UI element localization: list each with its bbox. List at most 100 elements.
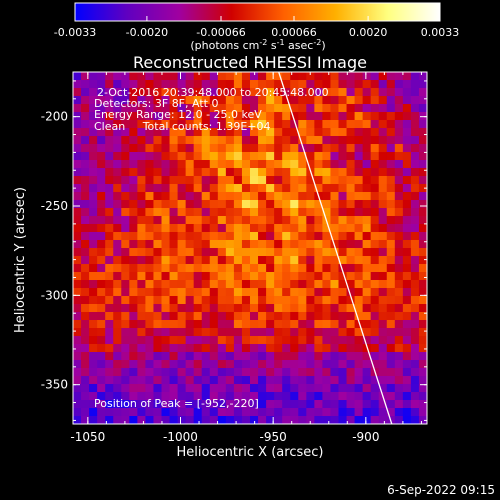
heatmap-cell — [282, 80, 291, 89]
heatmap-cell — [330, 144, 340, 153]
heatmap-cell — [354, 152, 364, 161]
heatmap-cell — [282, 224, 291, 233]
heatmap-cell — [225, 256, 235, 265]
heatmap-cell — [362, 408, 372, 417]
heatmap-cell — [169, 352, 179, 361]
heatmap-cell — [418, 240, 427, 249]
heatmap-cell — [201, 232, 211, 241]
heatmap-cell — [241, 392, 251, 401]
heatmap-cell — [386, 344, 396, 353]
heatmap-cell — [330, 408, 340, 417]
heatmap-cell — [193, 192, 203, 201]
heatmap-cell — [290, 120, 299, 129]
heatmap-cell — [258, 112, 267, 121]
heatmap-cell — [402, 88, 412, 97]
heatmap-cell — [410, 240, 420, 249]
heatmap-cell — [378, 248, 388, 257]
heatmap-cell — [105, 312, 114, 321]
heatmap-cell — [370, 376, 380, 385]
heatmap-cell — [330, 168, 340, 177]
heatmap-cell — [266, 136, 275, 145]
heatmap-cell — [233, 264, 243, 273]
heatmap-cell — [370, 184, 380, 193]
heatmap-cell — [346, 400, 356, 409]
heatmap-cell — [169, 312, 179, 321]
heatmap-cell — [258, 304, 267, 313]
heatmap-cell — [233, 368, 243, 377]
heatmap-cell — [193, 200, 203, 209]
heatmap-cell — [153, 360, 163, 369]
heatmap-cell — [314, 160, 324, 169]
heatmap-cell — [330, 112, 340, 121]
heatmap-cell — [338, 96, 348, 105]
heatmap-cell — [306, 336, 315, 345]
heatmap-cell — [250, 408, 259, 417]
heatmap-cell — [225, 152, 235, 161]
heatmap-cell — [105, 272, 114, 281]
heatmap-cell — [338, 320, 348, 329]
heatmap-cell — [290, 200, 299, 209]
heatmap-cell — [161, 168, 171, 177]
heatmap-cell — [233, 296, 243, 305]
heatmap-cell — [233, 360, 243, 369]
heatmap-cell — [314, 144, 324, 153]
heatmap-cell — [105, 176, 114, 185]
heatmap-cell — [354, 368, 364, 377]
heatmap-cell — [97, 336, 106, 345]
heatmap-cell — [378, 360, 388, 369]
heatmap-cell — [418, 88, 427, 97]
heatmap-cell — [81, 312, 90, 321]
heatmap-cell — [386, 112, 396, 121]
heatmap-cell — [89, 264, 98, 273]
heatmap-cell — [394, 336, 404, 345]
heatmap-cell — [258, 136, 267, 145]
heatmap-cell — [129, 320, 138, 329]
heatmap-cell — [185, 216, 195, 225]
heatmap-cell — [274, 360, 283, 369]
heatmap-cell — [314, 352, 324, 361]
heatmap-cell — [282, 264, 291, 273]
heatmap-cell — [290, 224, 299, 233]
heatmap-cell — [145, 288, 155, 297]
heatmap-cell — [137, 240, 147, 249]
heatmap-cell — [410, 296, 420, 305]
heatmap-cell — [121, 216, 130, 225]
heatmap-cell — [314, 232, 324, 241]
heatmap-cell — [217, 168, 227, 177]
heatmap-cell — [225, 400, 235, 409]
heatmap-cell — [338, 368, 348, 377]
heatmap-cell — [298, 336, 307, 345]
heatmap-cell — [354, 272, 364, 281]
heatmap-cell — [73, 104, 82, 113]
heatmap-cell — [73, 344, 82, 353]
heatmap-cell — [241, 192, 251, 201]
heatmap-cell — [121, 408, 130, 417]
heatmap-cell — [346, 408, 356, 417]
heatmap-cell — [129, 384, 138, 393]
heatmap-cell — [145, 248, 155, 257]
heatmap-cell — [209, 176, 219, 185]
heatmap-cell — [354, 360, 364, 369]
heatmap-cell — [161, 280, 171, 289]
heatmap-cell — [298, 104, 307, 113]
heatmap-cell — [185, 152, 195, 161]
heatmap-cell — [105, 256, 114, 265]
heatmap-cell — [394, 224, 404, 233]
heatmap-cell — [298, 384, 307, 393]
heatmap-cell — [105, 200, 114, 209]
heatmap-cell — [354, 144, 364, 153]
heatmap-cell — [233, 352, 243, 361]
heatmap-cell — [209, 80, 219, 89]
heatmap-cell — [185, 408, 195, 417]
heatmap-cell — [121, 288, 130, 297]
heatmap-cell — [258, 336, 267, 345]
heatmap-cell — [105, 328, 114, 337]
heatmap-cell — [105, 280, 114, 289]
heatmap-cell — [274, 400, 283, 409]
heatmap-cell — [217, 144, 227, 153]
heatmap-cell — [169, 368, 179, 377]
heatmap-cell — [177, 192, 187, 201]
heatmap-cell — [394, 272, 404, 281]
heatmap-cell — [145, 304, 155, 313]
heatmap-cell — [161, 384, 171, 393]
